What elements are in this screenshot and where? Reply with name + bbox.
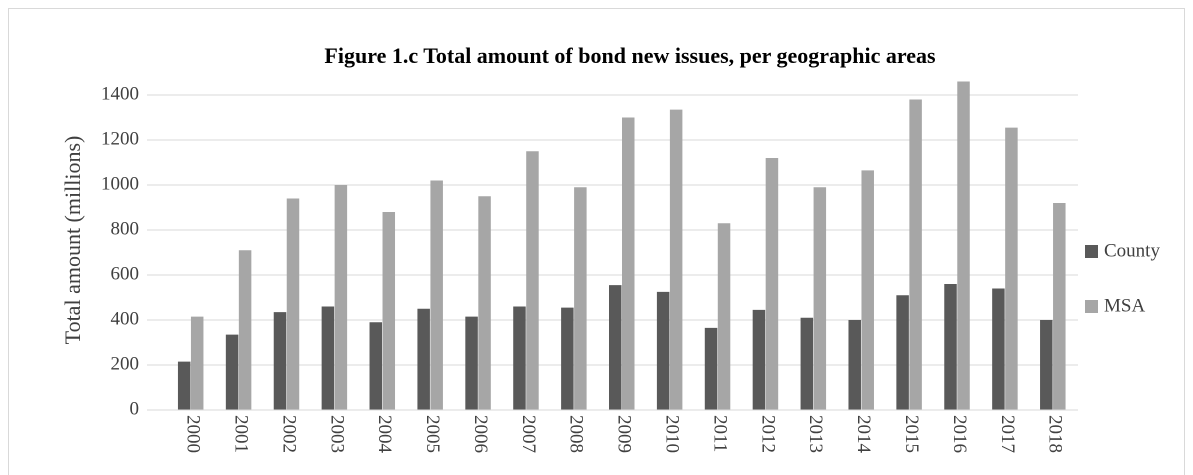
x-tick-label: 2008 xyxy=(566,415,587,453)
bar xyxy=(1005,127,1018,410)
x-tick-label: 2018 xyxy=(1045,415,1066,453)
x-tick-label: 2004 xyxy=(374,415,395,454)
bar xyxy=(704,327,718,410)
bar xyxy=(478,196,491,410)
legend-label: MSA xyxy=(1104,295,1145,316)
bar xyxy=(225,334,239,410)
bar xyxy=(848,320,861,410)
x-tick-label: 2013 xyxy=(805,415,826,453)
bar xyxy=(656,291,670,410)
bar xyxy=(321,306,335,410)
bar xyxy=(417,308,430,410)
x-tick-label: 2015 xyxy=(901,415,922,453)
bar xyxy=(286,198,300,410)
legend-swatch xyxy=(1085,300,1098,313)
x-tick-label: 2017 xyxy=(997,415,1018,453)
bar xyxy=(957,81,970,410)
y-tick-label: 800 xyxy=(111,218,140,239)
bar xyxy=(561,307,574,410)
bar xyxy=(1053,203,1066,410)
bar xyxy=(238,250,252,410)
bar xyxy=(465,316,478,410)
bar xyxy=(1040,320,1053,410)
x-tick-label: 2012 xyxy=(757,415,778,453)
y-tick-label: 0 xyxy=(130,398,140,419)
bar xyxy=(992,288,1005,410)
x-tick-label: 2011 xyxy=(709,415,730,452)
y-tick-label: 400 xyxy=(111,308,140,329)
x-tick-label: 2006 xyxy=(470,415,491,453)
chart-frame xyxy=(8,8,1185,475)
legend-swatch xyxy=(1085,245,1098,258)
bar xyxy=(273,312,287,410)
chart-title: Figure 1.c Total amount of bond new issu… xyxy=(324,43,936,68)
bar xyxy=(526,151,539,410)
bar xyxy=(944,284,957,410)
bar xyxy=(800,317,814,410)
y-tick-label: 1400 xyxy=(101,83,139,104)
y-tick-label: 1200 xyxy=(101,128,139,149)
bar xyxy=(622,117,635,410)
bar xyxy=(752,309,766,410)
x-tick-label: 2009 xyxy=(614,415,635,453)
bar xyxy=(430,180,443,410)
bar xyxy=(382,212,396,410)
legend-label: County xyxy=(1104,240,1160,261)
bar xyxy=(861,170,874,410)
bar xyxy=(765,158,779,410)
bar xyxy=(909,99,922,410)
x-tick-label: 2010 xyxy=(662,415,683,453)
x-tick-label: 2005 xyxy=(422,415,443,453)
bar xyxy=(574,187,587,410)
y-tick-label: 200 xyxy=(111,353,140,374)
bar xyxy=(896,295,909,410)
x-tick-label: 2016 xyxy=(949,415,970,453)
bar xyxy=(369,322,383,410)
bar xyxy=(177,361,191,410)
y-axis-label: Total amount (millions) xyxy=(60,136,85,345)
bar xyxy=(813,187,827,410)
bar xyxy=(513,306,526,410)
x-tick-label: 2001 xyxy=(230,415,251,453)
bar xyxy=(669,109,683,410)
x-tick-label: 2007 xyxy=(518,415,539,453)
x-tick-label: 2002 xyxy=(278,415,299,453)
x-tick-label: 2000 xyxy=(183,415,204,453)
bar xyxy=(609,285,622,410)
bar xyxy=(334,185,348,410)
y-tick-label: 600 xyxy=(111,263,140,284)
bar xyxy=(717,223,731,410)
bar xyxy=(190,316,204,410)
x-tick-label: 2014 xyxy=(853,415,874,454)
x-tick-label: 2003 xyxy=(326,415,347,453)
y-tick-label: 1000 xyxy=(101,173,139,194)
